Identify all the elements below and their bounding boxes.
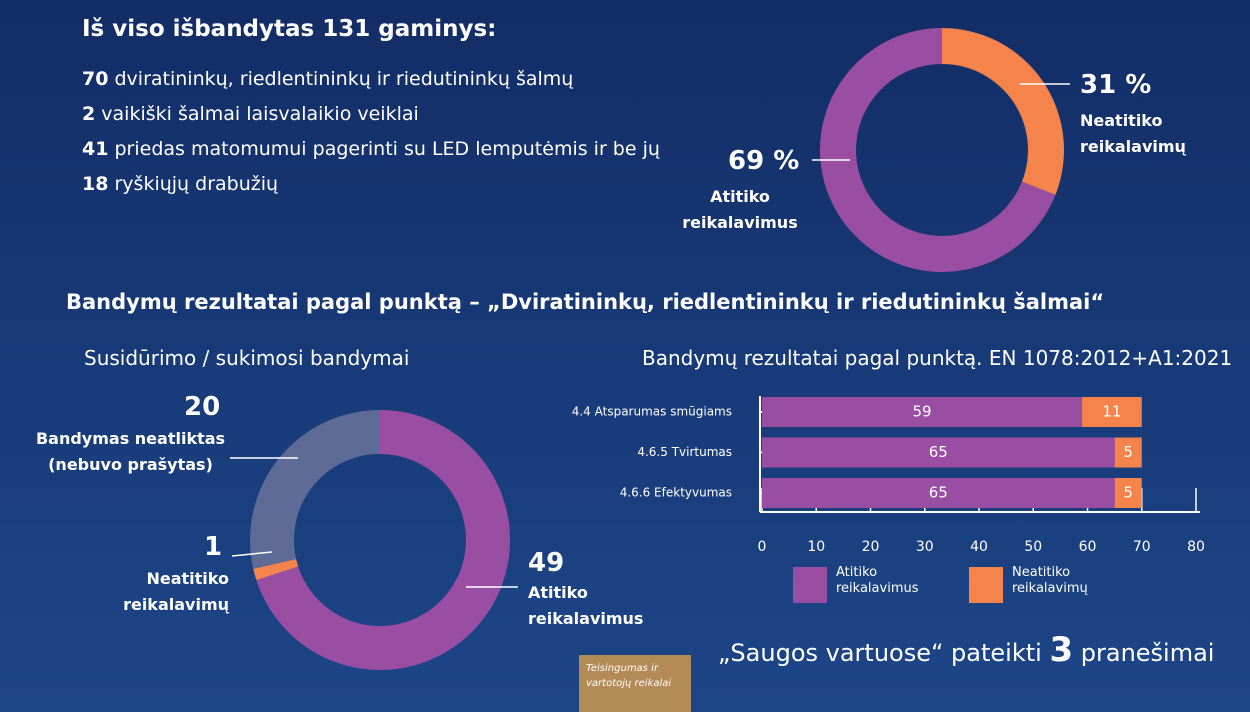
footer-count: 3	[1049, 630, 1074, 670]
x-tick-label: 40	[970, 539, 988, 555]
legend-item: Neatitiko reikalavimų	[1012, 565, 1088, 596]
count: 41	[82, 138, 109, 160]
x-tick-label: 0	[758, 539, 767, 555]
list-item: 18 ryškiųjų drabužių	[82, 167, 660, 202]
chart-title: Susidūrimo / sukimosi bandymai	[84, 346, 410, 370]
x-tick-label: 50	[1024, 539, 1042, 555]
chart-title: Bandymų rezultatai pagal punktą. EN 1078…	[642, 346, 1233, 370]
footer-text: pranešimai	[1080, 639, 1215, 667]
legend-item: Atitiko reikalavimus	[836, 565, 919, 596]
leaders	[230, 83, 1070, 588]
x-tick-label: 80	[1187, 539, 1205, 555]
list-item: 2 vaikiški šalmai laisvalaikio veiklai	[82, 97, 660, 132]
value-label: 20	[184, 392, 221, 422]
y-tick-label: 4.6.5 Tvirtumas	[637, 445, 732, 459]
value-label: 69 %	[728, 146, 800, 176]
data-label: 59	[912, 403, 931, 421]
title: Iš viso išbandytas 131 gaminys:	[82, 16, 497, 42]
item-text: ryškiųjų drabužių	[114, 173, 279, 195]
bar	[762, 437, 1115, 468]
section-title: Bandymų rezultatai pagal punktą – „Dvira…	[66, 290, 1105, 314]
leader-line	[231, 551, 273, 557]
data-label: 5	[1123, 484, 1133, 502]
x-tick-label: 20	[862, 539, 880, 555]
x-tick-label: 70	[1133, 539, 1151, 555]
donut-slice	[253, 559, 299, 581]
x-tick-label: 10	[807, 539, 825, 555]
slice-label: Neatitiko reikalavimų	[1080, 111, 1186, 156]
data-label: 5	[1123, 443, 1133, 461]
bar	[762, 397, 1083, 427]
footer-text: „Saugos vartuose“ pateikti	[718, 639, 1042, 667]
bar-chart: 0 10 20 30 40 50 60 70 80 4.4 Atsparumas smūgiams…	[572, 396, 1205, 603]
y-tick-label: 4.4 Atsparumas smūgiams	[572, 405, 732, 419]
badge: Teisingumas ir vartotojų reikalai	[579, 655, 691, 712]
donut-slice	[942, 28, 1064, 195]
footer-note: „Saugos vartuose“ pateikti 3 pranešimai	[718, 630, 1214, 670]
product-list: 70 dviratininkų, riedlentininkų ir riedu…	[82, 62, 660, 202]
data-label: 11	[1102, 403, 1121, 421]
count: 70	[82, 68, 109, 90]
x-tick-label: 30	[916, 539, 934, 555]
slice-label: Atitiko reikalavimus	[682, 187, 798, 232]
item-text: vaikiški šalmai laisvalaikio veiklai	[101, 103, 419, 125]
bar	[762, 478, 1115, 508]
item-text: dviratininkų, riedlentininkų ir riedutin…	[114, 68, 574, 90]
legend-swatch	[793, 567, 827, 603]
bar	[1114, 437, 1142, 468]
bar	[1082, 397, 1142, 427]
value-label: 31 %	[1080, 70, 1152, 100]
slice-label: Atitiko reikalavimus	[528, 583, 644, 628]
donut-slice	[249, 410, 380, 569]
value-label: 49	[528, 548, 565, 578]
list-item: 41 priedas matomumui pagerinti su LED le…	[82, 132, 660, 167]
list-item: 70 dviratininkų, riedlentininkų ir riedu…	[82, 62, 660, 97]
legend-swatch	[969, 567, 1003, 603]
value-label: 1	[204, 532, 223, 562]
count: 18	[82, 173, 109, 195]
slice-label: Neatitiko reikalavimų	[123, 569, 229, 614]
data-label: 65	[929, 443, 948, 461]
y-tick-label: 4.6.6 Efektyvumas	[620, 486, 732, 500]
item-text: priedas matomumui pagerinti su LED lempu…	[114, 138, 660, 160]
x-tick-label: 60	[1079, 539, 1097, 555]
legend-label: Atitiko reikalavimus	[836, 565, 919, 596]
donut-slice	[819, 28, 1056, 272]
donut-slice	[256, 410, 510, 670]
data-label: 65	[929, 484, 948, 502]
count: 2	[82, 103, 96, 125]
bar	[1114, 478, 1142, 508]
slice-label: Bandymas neatliktas (nebuvo prašytas)	[35, 429, 226, 474]
legend-label: Neatitiko reikalavimų	[1012, 565, 1088, 596]
